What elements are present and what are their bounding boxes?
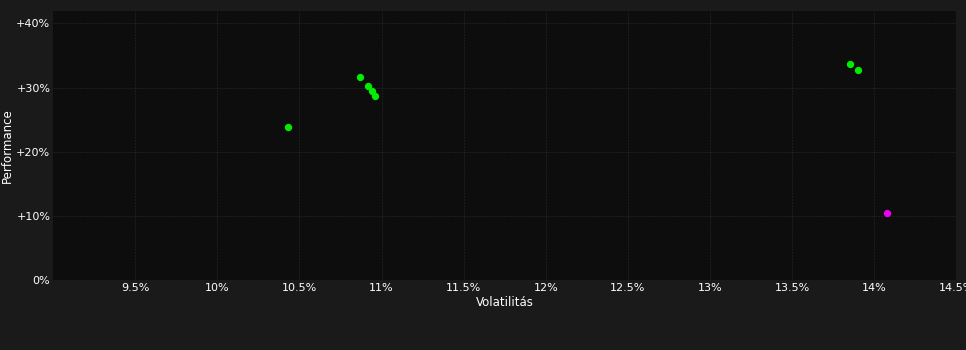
Point [280,125,296,130]
Point [353,75,368,80]
Point [842,62,858,67]
Point [880,210,895,215]
Point [360,83,376,89]
Point [367,93,383,99]
Y-axis label: Performance: Performance [0,108,14,183]
X-axis label: Volatilitás: Volatilitás [476,295,533,309]
Point [364,88,380,93]
Point [850,67,866,73]
